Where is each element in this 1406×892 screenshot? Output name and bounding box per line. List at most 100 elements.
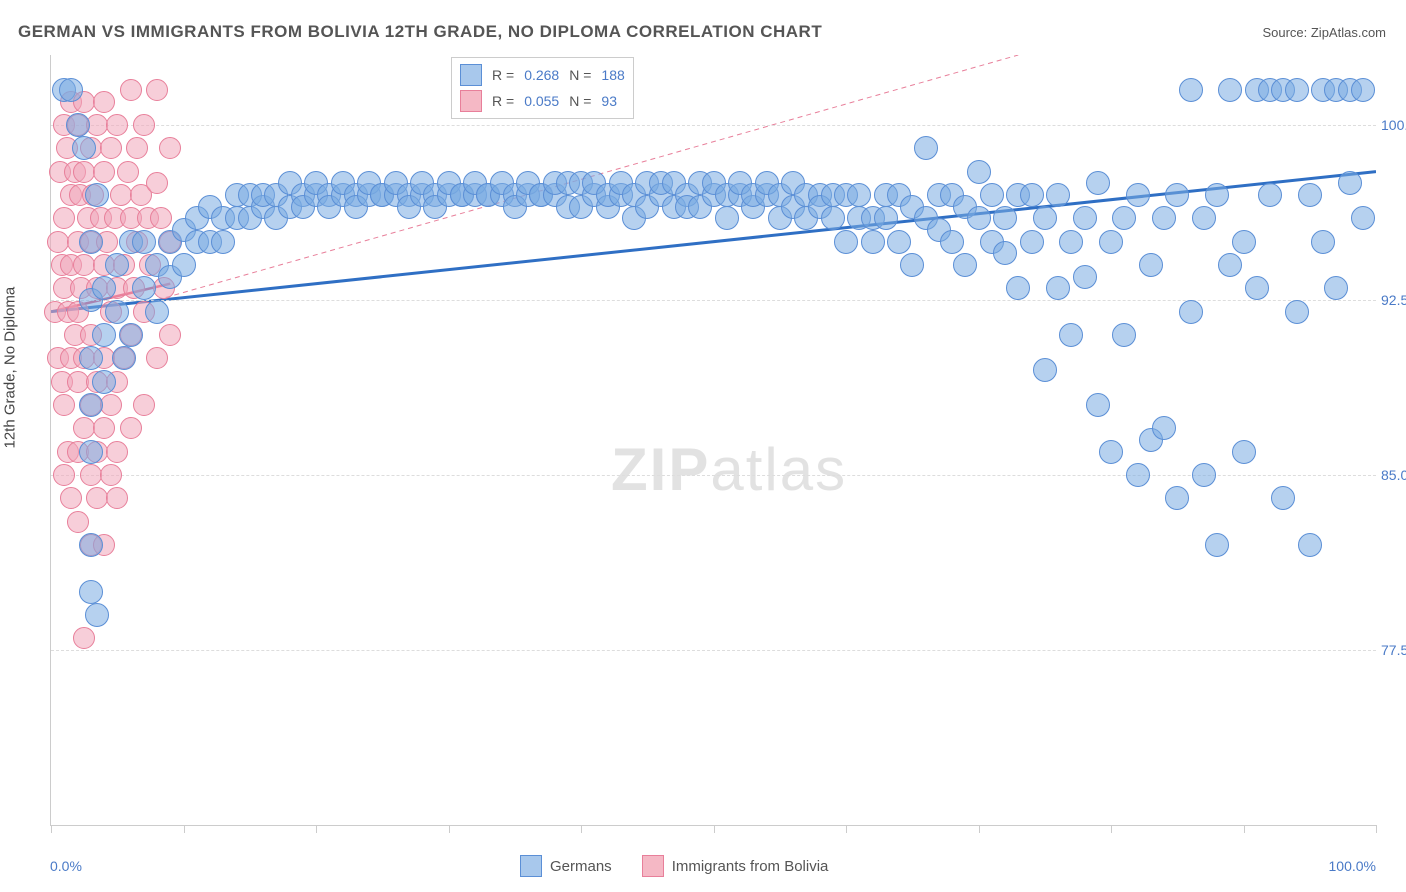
scatter-point-germans: [1152, 416, 1176, 440]
scatter-point-germans: [1059, 323, 1083, 347]
scatter-point-bolivia: [53, 394, 75, 416]
x-tick: [714, 825, 715, 833]
scatter-point-germans: [1006, 276, 1030, 300]
x-tick: [846, 825, 847, 833]
scatter-point-germans: [1020, 230, 1044, 254]
scatter-point-bolivia: [60, 487, 82, 509]
gridline: [51, 650, 1376, 651]
scatter-point-bolivia: [133, 114, 155, 136]
legend-swatch-blue: [520, 855, 542, 877]
scatter-point-germans: [72, 136, 96, 160]
chart-container: GERMAN VS IMMIGRANTS FROM BOLIVIA 12TH G…: [0, 0, 1406, 892]
scatter-point-bolivia: [93, 161, 115, 183]
scatter-point-germans: [1165, 183, 1189, 207]
scatter-point-bolivia: [106, 487, 128, 509]
x-tick: [1111, 825, 1112, 833]
scatter-point-bolivia: [80, 464, 102, 486]
scatter-point-germans: [119, 323, 143, 347]
y-tick-label: 92.5%: [1381, 292, 1406, 308]
scatter-point-germans: [1232, 230, 1256, 254]
scatter-point-bolivia: [53, 464, 75, 486]
scatter-point-germans: [1126, 183, 1150, 207]
scatter-point-germans: [59, 78, 83, 102]
scatter-point-germans: [1099, 440, 1123, 464]
legend-swatch-blue: [460, 64, 482, 86]
scatter-point-germans: [105, 300, 129, 324]
scatter-point-germans: [1271, 486, 1295, 510]
y-axis-title: 12th Grade, No Diploma: [2, 287, 19, 449]
scatter-point-germans: [914, 136, 938, 160]
scatter-point-germans: [1324, 276, 1348, 300]
scatter-point-bolivia: [146, 172, 168, 194]
scatter-point-germans: [1192, 463, 1216, 487]
scatter-point-bolivia: [120, 417, 142, 439]
scatter-point-germans: [1218, 253, 1242, 277]
scatter-point-germans: [861, 230, 885, 254]
scatter-point-bolivia: [86, 487, 108, 509]
scatter-point-germans: [1205, 533, 1229, 557]
scatter-point-germans: [1086, 171, 1110, 195]
scatter-point-bolivia: [159, 324, 181, 346]
scatter-point-germans: [847, 183, 871, 207]
scatter-point-germans: [1338, 171, 1362, 195]
scatter-point-germans: [1192, 206, 1216, 230]
n-value: 188: [601, 67, 624, 83]
scatter-point-germans: [1285, 300, 1309, 324]
y-tick-label: 100.0%: [1381, 117, 1406, 133]
scatter-point-bolivia: [150, 207, 172, 229]
scatter-point-germans: [1099, 230, 1123, 254]
x-tick: [449, 825, 450, 833]
scatter-point-bolivia: [159, 137, 181, 159]
scatter-point-germans: [1205, 183, 1229, 207]
scatter-point-germans: [132, 230, 156, 254]
scatter-point-bolivia: [106, 441, 128, 463]
scatter-point-bolivia: [126, 137, 148, 159]
scatter-point-germans: [145, 300, 169, 324]
legend-stats-row: R = 0.055 N = 93: [460, 88, 625, 114]
scatter-point-bolivia: [120, 79, 142, 101]
scatter-point-germans: [105, 253, 129, 277]
scatter-point-germans: [1112, 206, 1136, 230]
scatter-point-germans: [79, 393, 103, 417]
scatter-point-germans: [1139, 253, 1163, 277]
scatter-point-germans: [79, 230, 103, 254]
scatter-point-bolivia: [146, 347, 168, 369]
x-tick: [1244, 825, 1245, 833]
scatter-point-germans: [1165, 486, 1189, 510]
source-label: Source: ZipAtlas.com: [1262, 25, 1386, 40]
scatter-point-germans: [1112, 323, 1136, 347]
r-value: 0.268: [524, 67, 559, 83]
x-axis-min-label: 0.0%: [50, 858, 82, 874]
scatter-point-germans: [967, 206, 991, 230]
watermark-bold: ZIP: [611, 436, 710, 503]
scatter-point-germans: [1073, 265, 1097, 289]
scatter-point-germans: [112, 346, 136, 370]
scatter-point-bolivia: [146, 79, 168, 101]
scatter-point-bolivia: [100, 464, 122, 486]
scatter-point-germans: [887, 230, 911, 254]
x-axis-max-label: 100.0%: [1329, 858, 1376, 874]
scatter-point-germans: [1046, 276, 1070, 300]
gridline: [51, 300, 1376, 301]
scatter-point-germans: [967, 160, 991, 184]
scatter-point-germans: [1351, 78, 1375, 102]
r-label: R =: [492, 67, 514, 83]
x-tick: [316, 825, 317, 833]
scatter-point-germans: [1033, 358, 1057, 382]
scatter-point-germans: [1298, 533, 1322, 557]
scatter-point-bolivia: [86, 114, 108, 136]
scatter-point-germans: [66, 113, 90, 137]
scatter-point-germans: [1073, 206, 1097, 230]
scatter-point-germans: [92, 276, 116, 300]
scatter-point-bolivia: [110, 184, 132, 206]
r-value: 0.055: [524, 93, 559, 109]
scatter-point-germans: [1152, 206, 1176, 230]
scatter-point-germans: [834, 230, 858, 254]
scatter-point-germans: [1046, 183, 1070, 207]
x-tick: [51, 825, 52, 833]
r-label: R =: [492, 93, 514, 109]
scatter-point-germans: [1285, 78, 1309, 102]
scatter-point-germans: [1033, 206, 1057, 230]
scatter-point-germans: [821, 206, 845, 230]
scatter-point-germans: [940, 230, 964, 254]
